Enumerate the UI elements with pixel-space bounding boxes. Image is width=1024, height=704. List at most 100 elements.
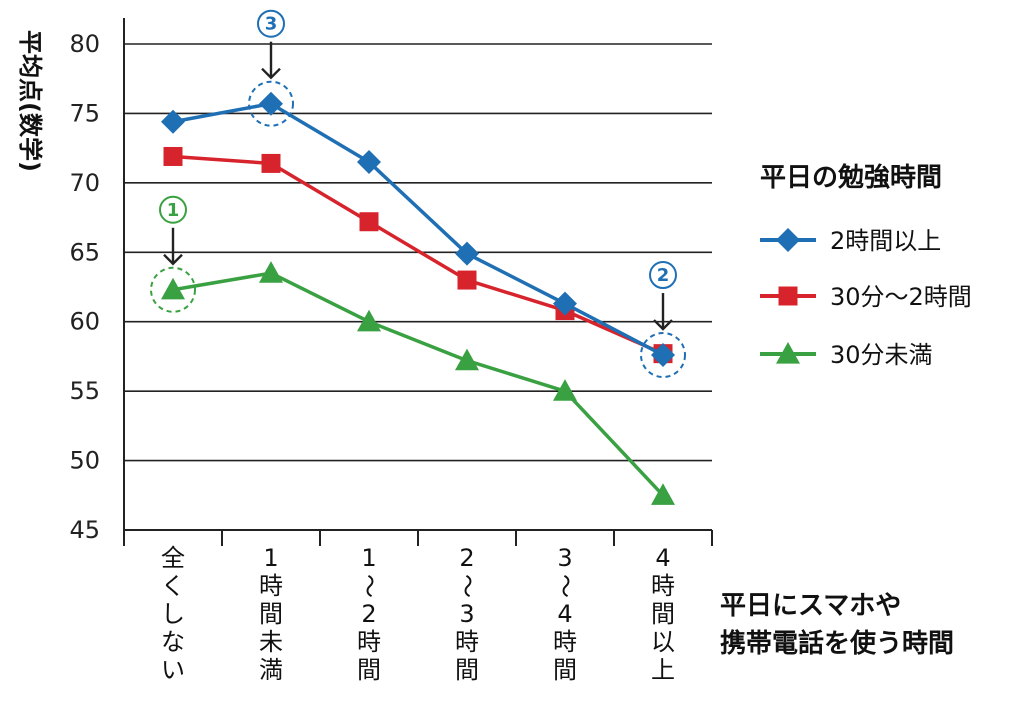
series-3	[161, 261, 675, 505]
x-tick-char: 時	[259, 572, 283, 600]
x-axis-title: 平日にスマホや 携帯電話を使う時間	[720, 591, 954, 659]
data-point	[261, 153, 281, 173]
series-line	[172, 271, 665, 497]
x-tick-char: 2	[361, 600, 376, 628]
x-axis-title-line-1: 平日にスマホや	[720, 591, 901, 621]
annotation: 2	[640, 261, 686, 379]
data-point	[161, 109, 185, 134]
legend-label: 2時間以上	[830, 227, 941, 255]
y-tick-label: 55	[69, 377, 100, 405]
x-tick-char: 1	[361, 544, 376, 572]
y-tick-label: 65	[69, 238, 100, 266]
x-tick-char: 4	[655, 544, 670, 572]
x-tick-char: 間	[357, 656, 381, 684]
x-tick-char: 満	[259, 656, 283, 684]
x-tick-char: 間	[259, 600, 283, 628]
annotation: 3	[248, 9, 294, 127]
x-tick-char: 時	[357, 628, 381, 656]
x-tick-char: く	[161, 572, 185, 600]
x-tick-char: 間	[553, 656, 577, 684]
y-axis-label: 平均点(数学)	[16, 30, 44, 172]
data-point	[553, 379, 577, 401]
y-tick-labels: 80 75 70 65 60 55 50 45	[69, 30, 100, 544]
highlight-circle	[150, 266, 196, 313]
x-tick-char: 未	[259, 628, 283, 656]
data-point	[651, 343, 675, 368]
arrow-head	[653, 319, 673, 331]
series-1	[161, 91, 675, 368]
y-tick-label: 45	[69, 516, 100, 544]
annotation-badge	[159, 195, 187, 224]
annotation-label: 2	[657, 265, 670, 286]
series-line	[172, 154, 664, 356]
annotation: 1	[150, 195, 196, 313]
annotation-label: 1	[167, 200, 180, 221]
data-point	[455, 241, 479, 266]
y-tick-label: 75	[69, 99, 100, 127]
legend-label: 30分未満	[830, 341, 933, 369]
x-tick-char: 全	[161, 544, 185, 572]
x-tick-char: 時	[455, 628, 479, 656]
x-tick-char: な	[161, 628, 185, 656]
data-point	[553, 291, 577, 316]
annotation-label: 3	[265, 14, 278, 35]
x-tick-label: 1〜2時間	[355, 544, 383, 684]
y-tick-label: 50	[69, 447, 100, 475]
data-point	[359, 212, 379, 232]
highlight-circle	[640, 332, 686, 379]
x-tick-char: 1	[263, 544, 278, 572]
x-tick-char: 〜	[355, 574, 383, 598]
data-point	[259, 91, 283, 116]
x-tick-label: 2〜3時間	[453, 544, 481, 684]
annotations: 1 2 3	[150, 9, 686, 379]
legend-title: 平日の勉強時間	[760, 163, 942, 193]
data-point	[778, 286, 798, 306]
data-point	[357, 309, 381, 332]
x-tick-char: 〜	[453, 574, 481, 598]
annotation-badge	[649, 261, 677, 290]
data-point	[163, 146, 183, 166]
axes	[123, 18, 713, 546]
x-tick-char: 3	[459, 600, 474, 628]
x-tick-char: 間	[455, 656, 479, 684]
x-tick-char: 4	[557, 600, 572, 628]
data-point	[259, 261, 283, 283]
x-tick-char: 間	[651, 600, 675, 628]
data-point	[161, 277, 185, 300]
x-tick-char: 2	[459, 544, 474, 572]
data-point	[651, 483, 675, 505]
x-tick-char: 時	[651, 572, 675, 600]
legend: 平日の勉強時間 2時間以上 30分〜2時間 30分未満	[760, 163, 972, 369]
data-point	[776, 228, 800, 252]
arrow-head	[163, 253, 183, 266]
legend-label: 30分〜2時間	[830, 283, 972, 311]
y-tick-label: 70	[69, 169, 100, 197]
data-point	[457, 270, 477, 290]
x-tick-char: 上	[651, 656, 675, 684]
x-axis-title-line-2: 携帯電話を使う時間	[720, 628, 954, 659]
x-tick-char: 〜	[551, 574, 579, 598]
highlight-circle	[248, 80, 294, 127]
y-tick-label: 60	[69, 308, 100, 336]
x-tick-label: 3〜4時間	[551, 544, 579, 684]
y-tick-label: 80	[69, 30, 100, 58]
x-tick-char: し	[161, 600, 185, 628]
x-tick-char: 以	[651, 628, 675, 656]
data-point	[776, 342, 800, 364]
legend-entry-3: 30分未満	[760, 341, 933, 369]
arrow-head	[261, 67, 281, 80]
legend-entry-1: 2時間以上	[760, 227, 941, 255]
legend-entry-2: 30分〜2時間	[760, 283, 972, 311]
series-lines	[161, 91, 675, 505]
series-line	[172, 101, 664, 357]
series-2	[163, 146, 673, 364]
data-point	[357, 150, 381, 175]
data-point	[455, 348, 479, 371]
x-tick-char: 時	[553, 628, 577, 656]
annotation-badge	[257, 9, 285, 38]
